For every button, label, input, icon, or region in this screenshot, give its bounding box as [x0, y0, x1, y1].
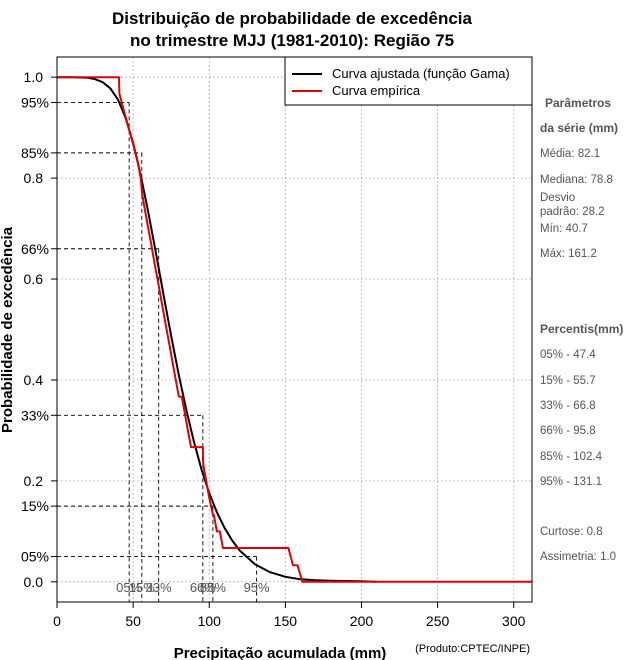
params-title-1: Parâmetros	[545, 96, 611, 110]
x-percentile-label: 15%	[129, 580, 155, 595]
empirical-curve	[57, 76, 532, 583]
x-tick-label: 200	[350, 613, 374, 629]
fitted-gamma-curve	[57, 76, 377, 583]
y-percentile-label: 05%	[21, 549, 49, 565]
percentile-labels: 05%15%33% 66%85% 95%	[116, 580, 270, 595]
y-percentile-label: 15%	[21, 498, 49, 514]
x-axis-ticks: 0 50 100 150 200 250 300	[53, 602, 526, 629]
percentil-33: 33% - 66.8	[540, 400, 596, 412]
series	[57, 76, 532, 583]
param-min: Mín: 40.7	[540, 223, 588, 235]
legend-label-fitted: Curva ajustada (função Gama)	[332, 66, 510, 81]
percentil-66: 66% - 95.8	[540, 425, 596, 437]
y-axis-label: Probabilidade de excedência	[0, 226, 16, 433]
legend: Curva ajustada (função Gama) Curva empír…	[284, 56, 533, 106]
percentis-title: Percentis(mm)	[540, 322, 623, 336]
x-percentile-label: 95%	[244, 580, 270, 595]
chart-title-line2: no trimestre MJJ (1981-2010): Região 75	[130, 31, 454, 50]
credit-text: (Produto:CPTEC/INPE)	[415, 643, 530, 655]
percentile-reference-lines	[57, 101, 258, 602]
x-percentile-label: 85%	[200, 580, 226, 595]
chart-title-line1: Distribuição de probabilidade de excedên…	[112, 9, 472, 28]
y-tick-label: 0.4	[24, 372, 44, 388]
x-percentile-label: 33%	[146, 580, 172, 595]
y-tick-label: 0.0	[24, 574, 44, 590]
percentil-15: 15% - 55.7	[540, 375, 596, 387]
percentil-05: 05% - 47.4	[540, 349, 596, 361]
y-tick-label: 0.6	[24, 271, 44, 287]
y-tick-label: 0.2	[24, 473, 44, 489]
y-percentile-label: 95%	[21, 94, 49, 110]
legend-box	[284, 56, 533, 106]
param-media: Média: 82.1	[540, 148, 600, 160]
param-mediana: Mediana: 78.8	[540, 174, 613, 186]
x-percentile-label: 05%	[116, 580, 142, 595]
x-tick-label: 0	[53, 613, 61, 629]
y-percentile-label: 85%	[21, 145, 49, 161]
x-tick-label: 100	[198, 613, 222, 629]
x-tick-label: 250	[426, 613, 450, 629]
param-assimetria: Assimetria: 1.0	[540, 551, 616, 563]
grid	[56, 57, 532, 602]
param-max: Máx: 161.2	[540, 248, 597, 260]
percentil-85: 85% - 102.4	[540, 451, 603, 463]
x-tick-label: 300	[502, 613, 526, 629]
param-desvio-2: padrão: 28.2	[540, 206, 605, 218]
plot-frame	[56, 56, 533, 603]
x-axis-label: Precipitação acumulada (mm)	[174, 645, 387, 660]
y-tick-label: 1.0	[24, 69, 44, 85]
y-tick-label: 0.8	[24, 170, 44, 186]
x-percentile-label: 66%	[190, 580, 216, 595]
y-percentile-label: 66%	[21, 241, 49, 257]
param-desvio-1: Desvio	[540, 192, 575, 204]
legend-label-empirical: Curva empírica	[332, 83, 421, 98]
params-title-2: da série (mm)	[540, 121, 618, 135]
y-axis-ticks: 0.0 0.2 0.4 0.6 0.8 1.0 05% 15% 33% 66% 85% 95%	[21, 69, 57, 590]
y-percentile-label: 33%	[21, 407, 49, 423]
x-tick-label: 50	[125, 613, 141, 629]
param-curtose: Curtose: 0.8	[540, 526, 603, 538]
percentil-95: 95% - 131.1	[540, 476, 602, 488]
side-panel: Parâmetros da série (mm) Média: 82.1 Med…	[540, 96, 623, 563]
x-tick-label: 150	[274, 613, 298, 629]
